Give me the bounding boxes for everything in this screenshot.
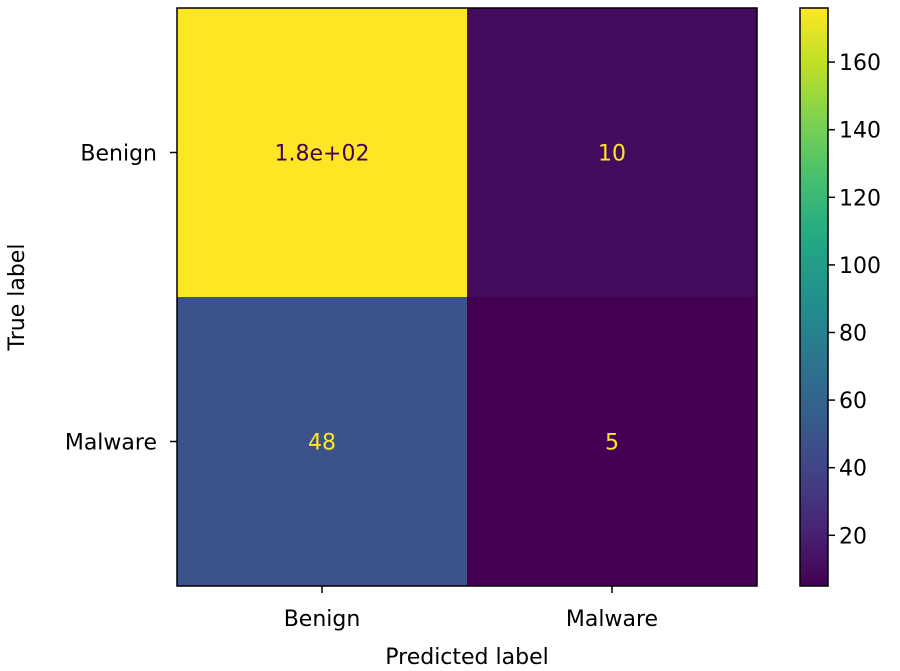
colorbar-tick-label: 160 [839,51,881,76]
colorbar-axis: 20 40 60 80 100 120 140 160 [828,51,881,549]
colorbar-tick-label: 80 [839,321,867,346]
cell-value-label: 1.8e+02 [275,142,370,167]
cell-value-label: 48 [308,431,336,456]
cell-value-label: 10 [598,142,626,167]
y-tick-label: Malware [65,431,157,456]
matrix-frame [176,7,758,587]
y-tick-label: Benign [80,142,157,167]
y-axis-label: True label [5,244,30,352]
colorbar-tick-label: 100 [839,254,881,279]
matrix-grid: 1.8e+02 10 48 5 [177,8,757,586]
x-tick-label: Benign [284,607,361,632]
x-tick-label: Malware [566,607,658,632]
y-axis: Benign Malware [65,142,177,456]
matrix-cell [467,8,757,297]
colorbar [799,7,829,587]
matrix-cell [177,8,467,297]
cell-value-label: 5 [605,431,619,456]
matrix-cell [177,297,467,586]
colorbar-tick-label: 20 [839,524,867,549]
colorbar-tick-label: 60 [839,389,867,414]
colorbar-tick-label: 120 [839,186,881,211]
x-axis-label: Predicted label [385,645,548,670]
colorbar-tick-label: 40 [839,457,867,482]
matrix-cell [467,297,757,586]
x-axis: Benign Malware [284,586,658,632]
colorbar-tick-label: 140 [839,119,881,144]
